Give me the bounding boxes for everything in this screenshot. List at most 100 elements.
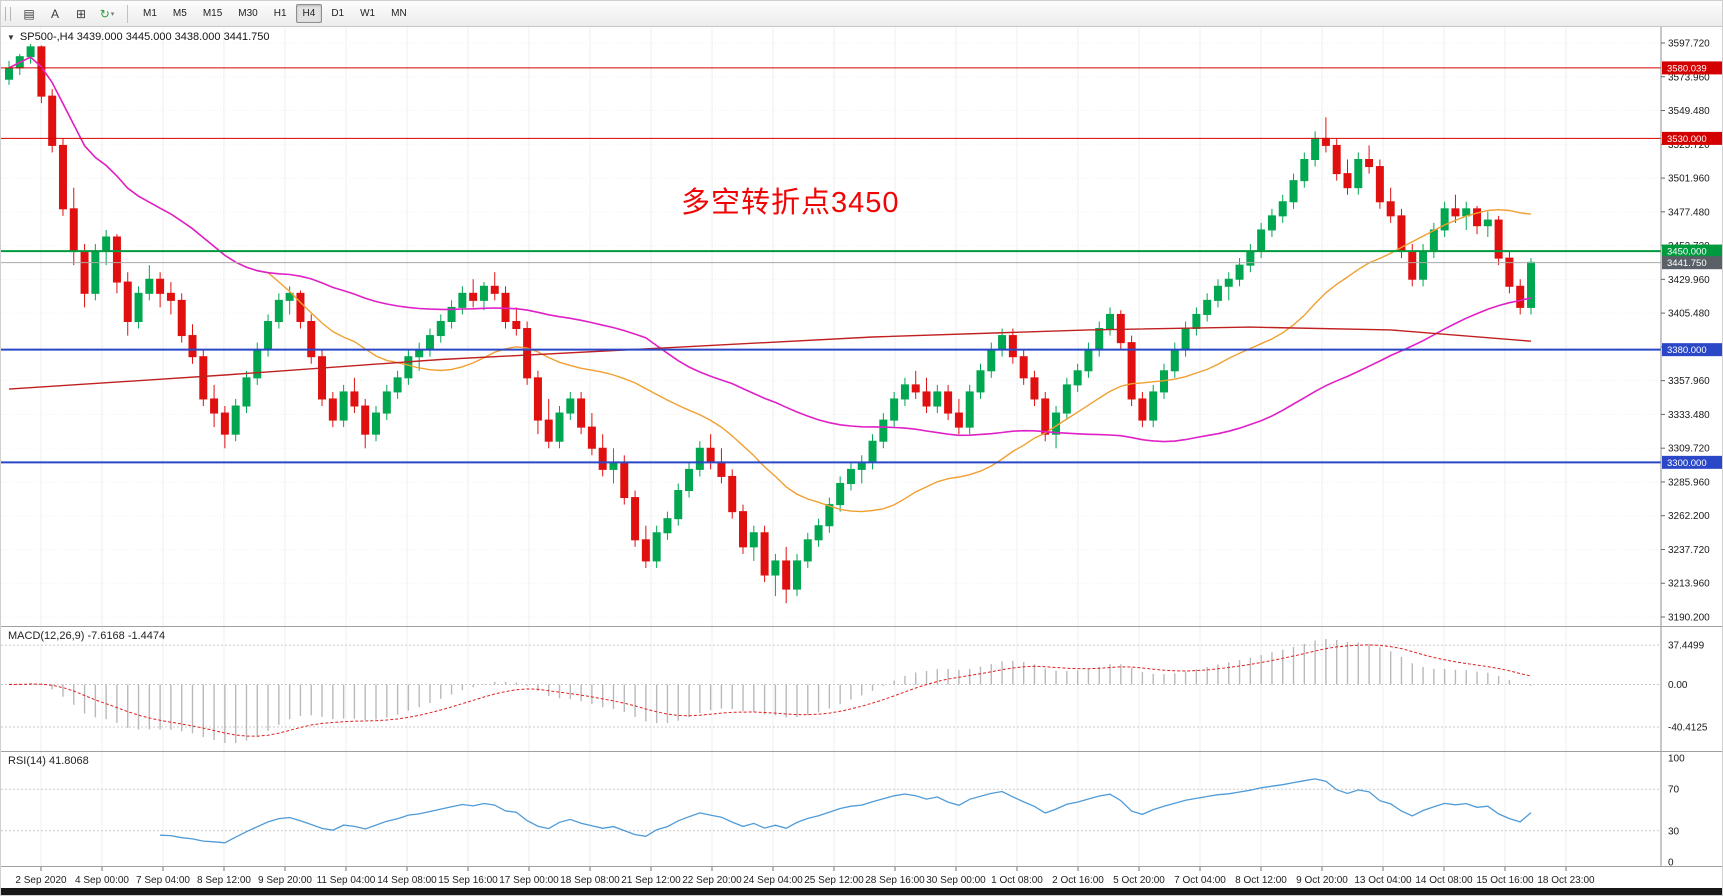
- timeframe-H4-button[interactable]: H4: [295, 4, 323, 23]
- candle: [123, 281, 132, 322]
- svg-text:3300.000: 3300.000: [1667, 458, 1707, 469]
- candle: [814, 525, 823, 541]
- auto-refresh-icon[interactable]: ↻ ▾: [99, 6, 115, 21]
- candle: [5, 67, 13, 80]
- candle: [631, 497, 640, 541]
- candle: [264, 320, 273, 351]
- svg-text:4 Sep 00:00: 4 Sep 00:00: [75, 875, 129, 886]
- candle: [134, 292, 143, 322]
- svg-text:3580.039: 3580.039: [1667, 63, 1707, 74]
- candle: [782, 560, 791, 590]
- candle: [728, 475, 737, 513]
- candle: [544, 419, 553, 442]
- cursor-a-icon[interactable]: A: [50, 6, 59, 21]
- candle: [1311, 137, 1320, 161]
- candle: [760, 532, 769, 576]
- candle: [1505, 257, 1514, 287]
- candles-layer: [5, 44, 1535, 604]
- candle: [1084, 349, 1093, 372]
- timeframe-M30-button[interactable]: M30: [238, 8, 258, 19]
- candle: [425, 335, 434, 351]
- timeframe-M15-button[interactable]: M15: [202, 8, 223, 19]
- svg-text:3450.000: 3450.000: [1667, 247, 1707, 258]
- candle: [587, 426, 596, 449]
- chart-frame-icon[interactable]: ⊞: [75, 6, 87, 21]
- timeframe-M5-button[interactable]: M5: [172, 8, 187, 19]
- candle: [1203, 299, 1212, 315]
- svg-text:8 Oct 12:00: 8 Oct 12:00: [1235, 875, 1287, 886]
- timeframe-H1-button[interactable]: H1: [273, 8, 287, 19]
- candle: [436, 320, 445, 337]
- candle: [706, 447, 715, 463]
- candle: [91, 250, 100, 294]
- price-tag-3300.000: [1662, 455, 1722, 469]
- timeframe-W1-button[interactable]: W1: [360, 8, 376, 19]
- svg-text:22 Sep 20:00: 22 Sep 20:00: [682, 875, 742, 886]
- svg-text:7 Oct 04:00: 7 Oct 04:00: [1174, 875, 1226, 886]
- red-ma-line: [8, 326, 1532, 390]
- symbol-info-line[interactable]: ▼ SP500-,H4 3439.000 3445.000 3438.000 3…: [7, 31, 269, 43]
- svg-text:3429.960: 3429.960: [1668, 275, 1710, 286]
- candle: [933, 391, 942, 407]
- candle: [1494, 219, 1503, 259]
- svg-text:3405.480: 3405.480: [1668, 309, 1710, 320]
- svg-text:3597.720: 3597.720: [1668, 39, 1710, 50]
- candle: [1321, 137, 1330, 146]
- svg-text:1 Oct 08:00: 1 Oct 08:00: [991, 875, 1043, 886]
- candle: [1332, 144, 1341, 175]
- timeframe-MN-button[interactable]: MN: [391, 8, 407, 19]
- chart-bars-icon[interactable]: ▤: [23, 6, 35, 21]
- timeframe-D1-button[interactable]: D1: [331, 8, 345, 19]
- chart-area: 3597.720 3573.960 3549.480 3525.720 3501.960…: [1, 27, 1723, 896]
- candle: [1192, 313, 1201, 330]
- bottom-strip: [1, 888, 1722, 895]
- candle: [1375, 166, 1384, 203]
- candle: [1516, 285, 1525, 308]
- candle: [598, 447, 607, 470]
- svg-text:28 Sep 16:00: 28 Sep 16:00: [865, 875, 925, 886]
- svg-text:-40.4125: -40.4125: [1668, 723, 1708, 734]
- candle: [1386, 201, 1395, 217]
- svg-text:3262.200: 3262.200: [1668, 511, 1710, 522]
- candle: [339, 391, 348, 421]
- candle: [1235, 264, 1244, 280]
- candle: [1451, 208, 1460, 217]
- price-tag-3580.039: [1662, 61, 1722, 75]
- candle: [739, 511, 748, 548]
- candle: [555, 412, 564, 442]
- candle: [112, 236, 121, 283]
- symbol-ohlc-text: SP500-,H4 3439.000 3445.000 3438.000 344…: [19, 31, 270, 43]
- auto-refresh-caret-icon[interactable]: ▾: [110, 10, 115, 18]
- svg-text:13 Oct 04:00: 13 Oct 04:00: [1354, 875, 1412, 886]
- candle: [350, 391, 359, 407]
- candle: [1138, 398, 1147, 421]
- horizontal-lines-layer[interactable]: [1, 67, 1661, 464]
- time-axis[interactable]: 2 Sep 2020 4 Sep 00:00 7 Sep 04:00 8 Sep 12…: [15, 867, 1595, 886]
- candle: [307, 320, 316, 358]
- candle: [674, 490, 683, 520]
- candle: [695, 447, 704, 470]
- candle: [792, 560, 801, 590]
- candle: [361, 405, 370, 435]
- candle: [1408, 250, 1417, 280]
- price-axis[interactable]: 3597.720 3573.960 3549.480 3525.720 3501.960…: [1660, 27, 1722, 867]
- candle: [188, 335, 197, 358]
- candle: [911, 384, 920, 393]
- candle: [1343, 173, 1352, 189]
- toolbar-drag-handle[interactable]: [5, 6, 11, 21]
- price-tag-3530.000: [1662, 131, 1722, 145]
- svg-text:15 Sep 16:00: 15 Sep 16:00: [438, 875, 498, 886]
- candle: [296, 292, 305, 322]
- timeframe-M1-button[interactable]: M1: [143, 8, 157, 19]
- macd-indicator-label: MACD(12,26,9) -7.6168 -1.4474: [8, 630, 166, 642]
- price-tag-3441.750: [1662, 256, 1722, 270]
- candle: [577, 398, 586, 428]
- chart-canvas[interactable]: 3597.720 3573.960 3549.480 3525.720 3501.960…: [1, 27, 1723, 896]
- candle: [512, 320, 521, 330]
- candle: [1354, 159, 1363, 189]
- collapse-triangle-icon[interactable]: ▼: [7, 32, 15, 42]
- candle: [1213, 285, 1222, 301]
- candle: [1095, 328, 1104, 351]
- candle: [533, 377, 542, 421]
